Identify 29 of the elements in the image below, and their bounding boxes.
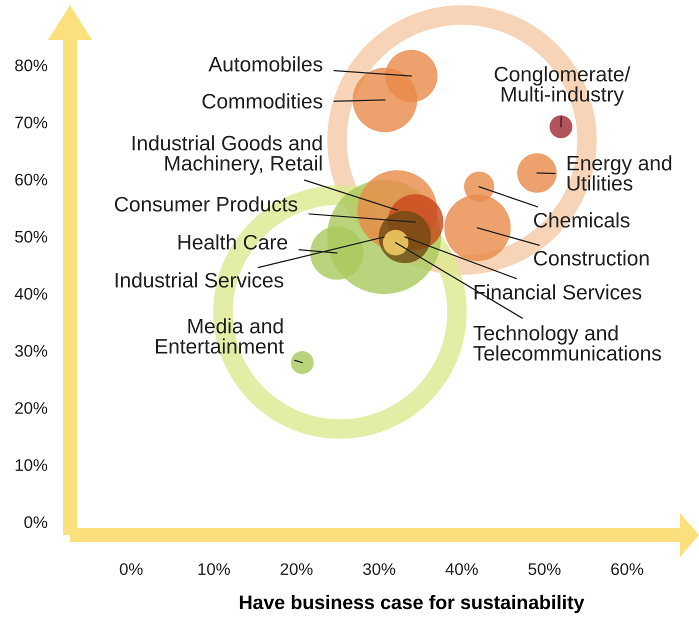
y-tick-label: 50% [15,230,48,243]
annotation: Commodities [202,93,322,109]
annotation: Energy and Utilities [568,155,672,191]
y-tick-label: 60% [15,174,48,186]
y-tick-label: 0% [24,516,48,528]
annotation: Consumer Products [114,196,298,212]
y-tick-label: 80% [15,60,48,72]
y-tick-label: 70% [15,116,48,128]
annotation: Industrial Services [116,272,284,288]
x-tick-label: 0% [120,563,143,576]
x-tick-label: 40% [445,563,478,576]
x-tick-label: 20% [280,563,313,576]
x-axis-title: Have business case for sustainability [240,594,584,614]
y-tick-label: 20% [15,402,48,414]
annotation: Technology and Telecommunications [473,325,661,361]
annotation: Automobiles [208,56,322,72]
x-tick-label: 50% [528,563,561,576]
annotation: Media and Entertainment [156,318,284,354]
x-tick-label: 10% [198,563,230,576]
x-tick-label: 30% [363,563,396,576]
x-tick-label: 60% [611,563,644,576]
annotation: Construction [534,250,649,266]
annotation: Health Care [178,234,288,250]
annotation: Conglomerate/ Multi-industry [494,66,630,106]
annotation: Chemicals [534,212,630,228]
y-tick-label: 40% [14,288,48,300]
y-tick-label: 10% [16,459,48,471]
y-tick-label: 30% [15,344,48,357]
annotation: Industrial Goods and Machinery, Retail [132,135,322,175]
